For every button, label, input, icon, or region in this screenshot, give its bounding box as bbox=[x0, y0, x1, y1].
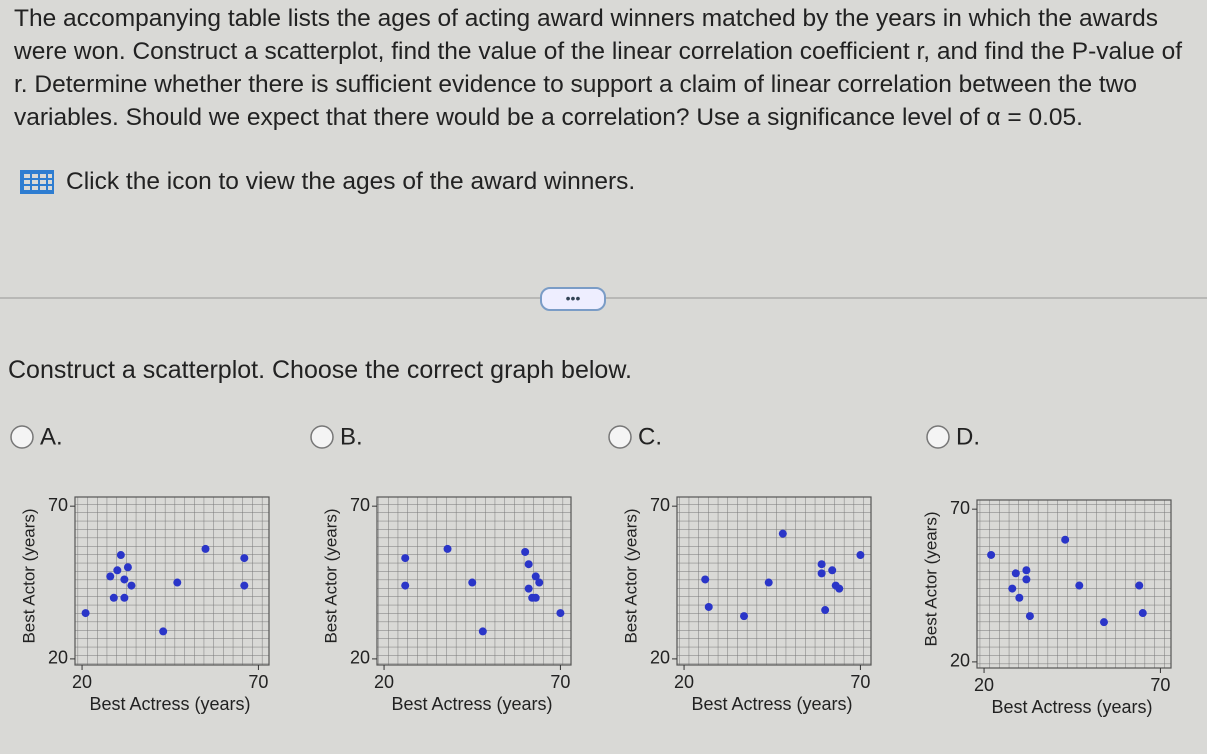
icon-link-text[interactable]: Click the icon to view the ages of the a… bbox=[66, 168, 636, 195]
point bbox=[173, 578, 182, 587]
point bbox=[1061, 535, 1070, 544]
point bbox=[524, 584, 533, 593]
y-tick-label: 20 bbox=[650, 648, 670, 668]
point bbox=[401, 581, 410, 590]
plot-area bbox=[74, 496, 270, 666]
point bbox=[521, 547, 530, 556]
point bbox=[778, 529, 787, 538]
option[interactable]: B. bbox=[310, 423, 363, 450]
point bbox=[1008, 584, 1017, 593]
point bbox=[401, 554, 410, 563]
prompt: Construct a scatterplot. Choose the corr… bbox=[8, 356, 632, 384]
point bbox=[535, 578, 544, 587]
x-tick-label: 70 bbox=[850, 672, 870, 692]
point bbox=[701, 575, 710, 584]
x-tick-label: 70 bbox=[1150, 675, 1170, 695]
point bbox=[113, 566, 122, 575]
point bbox=[109, 593, 118, 602]
icon-link[interactable]: Click the icon to view the ages of the a… bbox=[20, 168, 635, 196]
y-axis-label: Best Actor (years) bbox=[621, 508, 640, 643]
point bbox=[443, 544, 452, 553]
radio[interactable] bbox=[926, 425, 950, 449]
point bbox=[1022, 566, 1031, 575]
point bbox=[556, 609, 565, 618]
x-tick-label: 20 bbox=[72, 672, 92, 692]
y-tick-label: 20 bbox=[48, 648, 68, 668]
option-label: A. bbox=[40, 423, 63, 450]
option[interactable]: C. bbox=[608, 423, 662, 450]
point bbox=[531, 572, 540, 581]
radio[interactable] bbox=[608, 425, 632, 449]
x-axis-label: Best Actress (years) bbox=[391, 694, 552, 714]
y-axis-label: Best Actor (years) bbox=[921, 511, 940, 646]
y-tick-label: 20 bbox=[350, 648, 370, 668]
point bbox=[1135, 581, 1144, 590]
point bbox=[835, 584, 844, 593]
point bbox=[817, 569, 826, 578]
y-tick-label: 70 bbox=[650, 495, 670, 515]
point bbox=[468, 578, 477, 587]
y-tick-label: 20 bbox=[950, 651, 970, 671]
point bbox=[1022, 575, 1031, 584]
radio[interactable] bbox=[310, 425, 334, 449]
x-tick-label: 70 bbox=[550, 672, 570, 692]
point bbox=[704, 602, 713, 611]
x-tick-label: 70 bbox=[248, 672, 268, 692]
point bbox=[201, 544, 210, 553]
point bbox=[531, 593, 540, 602]
y-tick-label: 70 bbox=[350, 495, 370, 515]
point bbox=[1025, 612, 1034, 621]
option-label: D. bbox=[956, 423, 980, 450]
option-label: B. bbox=[340, 423, 363, 450]
point bbox=[1015, 593, 1024, 602]
y-axis-label: Best Actor (years) bbox=[321, 508, 340, 643]
point bbox=[106, 572, 115, 581]
point bbox=[120, 575, 129, 584]
table-icon[interactable] bbox=[20, 170, 54, 194]
point bbox=[1138, 609, 1147, 618]
point bbox=[116, 551, 125, 560]
x-tick-label: 20 bbox=[974, 675, 994, 695]
point bbox=[240, 554, 249, 563]
point bbox=[159, 627, 168, 636]
point bbox=[821, 606, 830, 615]
y-tick-label: 70 bbox=[48, 495, 68, 515]
point bbox=[817, 560, 826, 569]
point bbox=[240, 581, 249, 590]
point bbox=[764, 578, 773, 587]
point bbox=[127, 581, 136, 590]
x-tick-label: 20 bbox=[674, 672, 694, 692]
question-text: The accompanying table lists the ages of… bbox=[14, 5, 1183, 131]
point bbox=[740, 612, 749, 621]
point bbox=[1075, 581, 1084, 590]
point bbox=[478, 627, 487, 636]
point bbox=[987, 550, 996, 559]
point bbox=[524, 560, 533, 569]
point bbox=[81, 609, 90, 618]
option[interactable]: D. bbox=[926, 423, 980, 450]
more-button[interactable]: ••• bbox=[540, 287, 606, 311]
y-tick-label: 70 bbox=[950, 498, 970, 518]
point bbox=[1011, 569, 1020, 578]
option[interactable]: A. bbox=[10, 423, 63, 450]
y-axis-label: Best Actor (years) bbox=[19, 508, 38, 643]
x-tick-label: 20 bbox=[374, 672, 394, 692]
x-axis-label: Best Actress (years) bbox=[89, 694, 250, 714]
plot-area bbox=[676, 496, 872, 666]
point bbox=[120, 593, 129, 602]
radio[interactable] bbox=[10, 425, 34, 449]
point bbox=[1099, 618, 1108, 627]
point bbox=[828, 566, 837, 575]
x-axis-label: Best Actress (years) bbox=[991, 697, 1152, 717]
x-axis-label: Best Actress (years) bbox=[691, 694, 852, 714]
option-label: C. bbox=[638, 423, 662, 450]
point bbox=[123, 563, 132, 572]
point bbox=[856, 551, 865, 560]
